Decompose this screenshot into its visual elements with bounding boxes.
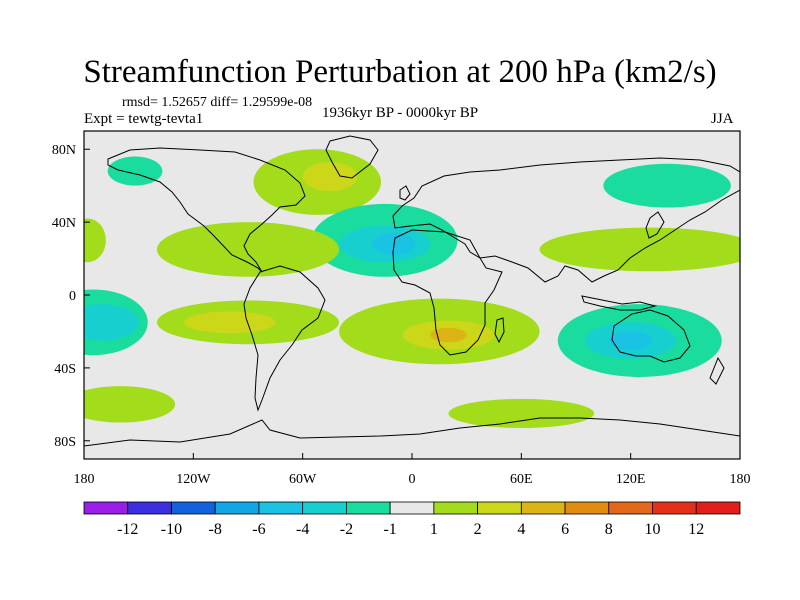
chart-title: Streamfunction Perturbation at 200 hPa (… [83, 54, 717, 90]
coastline-europe-asia [392, 157, 740, 283]
stats-text: rmsd= 1.52657 diff= 1.29599e-08 [122, 95, 313, 110]
colorbar-swatch-6 [345, 501, 391, 515]
colorbar-swatch-2 [171, 501, 216, 515]
colorbar-swatch-0 [83, 501, 129, 515]
x-tick-label-6: 180 [730, 472, 751, 487]
anomaly-region-far-west-positive [84, 218, 106, 263]
anomaly-region-caribbean-positive [156, 222, 340, 277]
anomaly-region-southern-ocean-positive [84, 386, 176, 423]
x-tick-label-0: 180 [74, 472, 95, 487]
colorbar-label-12: 10 [645, 521, 661, 538]
colorbar-swatch-11 [564, 501, 610, 515]
y-tick-label-3: 40S [54, 362, 76, 377]
coastline-south-america [243, 265, 326, 412]
colorbar-label-7: 1 [430, 521, 438, 538]
anomaly-region-south-america-core [184, 311, 276, 334]
coastline-madagascar [494, 317, 505, 344]
coastline-antarctica [84, 417, 740, 447]
anomaly-region-australia-center [608, 331, 653, 350]
coastline-australia [611, 309, 691, 363]
x-tick-label-2: 60W [289, 472, 317, 487]
coastline-indonesia [581, 295, 657, 311]
coastline-africa [392, 229, 503, 356]
y-tick-label-0: 80N [52, 143, 76, 158]
coastline-uk [399, 185, 411, 201]
colorbar-swatch-7 [389, 501, 435, 515]
coastline-north-america [107, 147, 306, 273]
colorbar-swatch-8 [433, 501, 479, 515]
colorbar-label-8: 2 [474, 521, 482, 538]
x-tick-label-3: 0 [409, 472, 416, 487]
colorbar-swatch-12 [608, 501, 653, 515]
period-text: 1936kyr BP - 0000kyr BP [322, 105, 479, 121]
coastline-japan [645, 211, 665, 239]
colorbar-label-5: -2 [340, 521, 353, 538]
colorbar-swatch-1 [127, 501, 172, 515]
anomaly-region-north-atlantic-core [302, 161, 358, 192]
x-tick-label-1: 120W [176, 472, 211, 487]
colorbar-label-10: 6 [561, 521, 569, 538]
experiment-text: Expt = tewtg-tevta1 [84, 111, 204, 127]
colorbar-swatch-14 [695, 501, 741, 515]
colorbar-swatch-10 [520, 501, 566, 515]
colorbar-label-2: -8 [209, 521, 222, 538]
season-text: JJA [711, 111, 734, 127]
coastline-greenland [325, 135, 379, 179]
colorbar-label-3: -6 [252, 521, 265, 538]
anomaly-region-west-pacific-positive [539, 227, 740, 272]
x-tick-label-5: 120E [616, 472, 646, 487]
y-tick-label-4: 80S [54, 435, 76, 450]
y-tick-label-2: 0 [69, 289, 76, 304]
anomaly-region-east-pacific-core [84, 304, 139, 341]
y-tick-label-1: 40N [52, 216, 76, 231]
anomaly-region-siberia-negative [603, 163, 731, 208]
colorbar-label-0: -12 [117, 521, 138, 538]
anomaly-region-antarctic-positive [448, 398, 595, 429]
colorbar-swatch-5 [302, 501, 347, 515]
colorbar-swatch-3 [214, 501, 260, 515]
colorbar-label-1: -10 [161, 521, 182, 538]
anomaly-region-southern-africa-center [430, 327, 467, 343]
colorbar-label-13: 12 [688, 521, 704, 538]
colorbar-swatch-4 [258, 501, 304, 515]
colorbar-label-6: -1 [383, 521, 396, 538]
colorbar-label-4: -4 [296, 521, 309, 538]
x-tick-label-4: 60E [510, 472, 533, 487]
colorbar-swatch-9 [477, 501, 522, 515]
colorbar-label-9: 4 [517, 521, 525, 538]
anomaly-region-north-pacific-negative [107, 156, 163, 186]
colorbar-swatch-13 [652, 501, 697, 515]
coastline-new-zealand [709, 356, 725, 385]
colorbar-label-11: 8 [605, 521, 613, 538]
